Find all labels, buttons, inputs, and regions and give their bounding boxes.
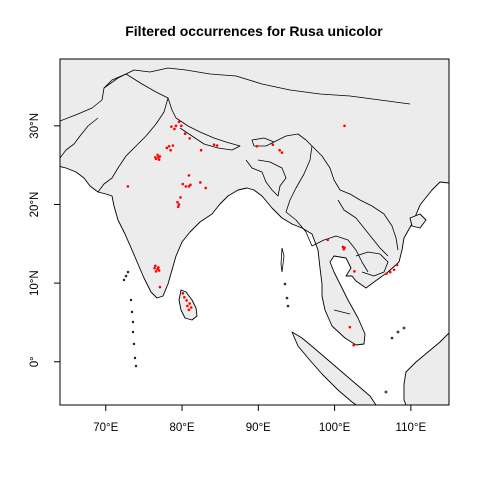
bhutan-border xyxy=(251,137,275,147)
occurrence-point xyxy=(179,124,183,128)
occurrence-point xyxy=(280,151,284,154)
occurrence-point xyxy=(157,266,160,269)
iran-pakistan-border xyxy=(60,117,99,159)
occurrence-point xyxy=(181,182,185,186)
hainan-island xyxy=(409,213,427,229)
thailand-border xyxy=(311,235,369,273)
laos-border xyxy=(337,199,389,257)
occurrence-point xyxy=(326,238,330,242)
x-axis: 70°E 80°E 90°E 100°E 110°E xyxy=(93,405,426,434)
occurrence-point xyxy=(385,272,388,275)
china-myanmar-border xyxy=(311,145,361,201)
occurrence-point xyxy=(173,127,176,131)
occurrence-point xyxy=(388,270,392,274)
occurrence-point xyxy=(204,186,207,190)
x-tick-label: 100°E xyxy=(319,422,351,434)
vietnam-border xyxy=(359,199,399,251)
occurrence-point xyxy=(157,269,161,272)
sumatra-island xyxy=(291,331,377,405)
occurrence-point xyxy=(179,196,182,199)
china-north-border xyxy=(185,69,411,105)
occurrence-point xyxy=(154,155,157,159)
y-axis: 0° 10°N 20°N 30°N xyxy=(29,113,60,367)
x-tick-label: 80°E xyxy=(170,422,195,434)
x-tick-label: 70°E xyxy=(93,422,118,434)
occurrence-point xyxy=(185,299,188,302)
y-tick-label: 30°N xyxy=(29,113,41,139)
map-title: Filtered occurrences for Rusa unicolor xyxy=(125,23,383,39)
pakistan-afghanistan-border xyxy=(60,73,127,122)
myanmar-border xyxy=(285,145,313,247)
occurrence-point xyxy=(153,266,156,270)
occurrence-point xyxy=(352,343,355,347)
mainland-landmass xyxy=(60,59,449,346)
india-china-east-border xyxy=(273,133,313,147)
x-tick-label: 90°E xyxy=(246,422,271,434)
y-tick-label: 10°N xyxy=(29,270,41,296)
occurrence-point xyxy=(183,132,187,136)
occurrence-point xyxy=(343,246,346,250)
occurrence-point xyxy=(188,137,191,140)
occurrence-point xyxy=(353,270,356,273)
occurrence-point xyxy=(170,125,173,128)
occurrence-point xyxy=(199,181,202,184)
occurrence-point xyxy=(167,144,171,148)
occurrence-point xyxy=(215,144,219,147)
y-tick-label: 0° xyxy=(29,356,41,367)
occurrence-point xyxy=(171,144,175,147)
x-tick-label: 110°E xyxy=(396,422,427,434)
occurrence-point xyxy=(176,200,179,204)
andaman-nicobar-islands xyxy=(280,247,290,308)
occurrence-point xyxy=(271,143,275,147)
borneo-island xyxy=(403,332,449,405)
malaysia-thailand-border xyxy=(333,309,351,315)
occurrence-point xyxy=(392,268,396,272)
occurrence-point xyxy=(176,205,180,209)
occurrence-point xyxy=(157,158,161,161)
occurrence-point xyxy=(212,143,216,147)
bangladesh-border xyxy=(245,159,287,197)
occurrence-point xyxy=(158,285,162,289)
occurrence-point xyxy=(187,174,191,177)
occurrence-point xyxy=(186,304,189,308)
occurrence-point xyxy=(188,302,191,305)
land-layer xyxy=(60,59,449,405)
occurrence-point xyxy=(255,144,259,148)
occurrence-point xyxy=(169,148,172,152)
occurrence-point xyxy=(343,124,346,128)
occurrence-point xyxy=(187,308,191,312)
occurrence-point xyxy=(181,292,185,295)
occurrence-point xyxy=(189,183,192,187)
cambodia-border xyxy=(355,251,389,277)
occurrence-point xyxy=(199,148,203,152)
occurrence-point xyxy=(348,325,352,329)
y-tick-label: 20°N xyxy=(29,192,41,218)
occurrence-point xyxy=(126,185,130,188)
kashmir-china-border xyxy=(125,73,177,119)
plot-frame xyxy=(59,58,450,406)
occurrence-point xyxy=(395,263,399,267)
india-pakistan-border xyxy=(97,97,169,193)
occurrence-point xyxy=(184,185,188,188)
central-asia-border xyxy=(103,67,187,89)
occurrence-points xyxy=(126,120,399,347)
occurrence-point xyxy=(165,146,169,150)
occurrence-point xyxy=(278,148,281,152)
south-china-sea-islands xyxy=(384,326,406,394)
maldives-lakshadweep-islands xyxy=(122,270,138,368)
occurrence-point xyxy=(177,203,181,206)
occurrence-point xyxy=(154,264,157,268)
occurrence-point xyxy=(183,295,186,299)
occurrence-point xyxy=(189,306,193,309)
occurrence-point xyxy=(154,270,158,273)
nepal-border xyxy=(175,117,241,151)
occurrence-point xyxy=(156,153,159,157)
occurrence-point xyxy=(174,124,178,128)
occurrence-point xyxy=(177,120,181,124)
occurrence-point xyxy=(158,155,162,158)
